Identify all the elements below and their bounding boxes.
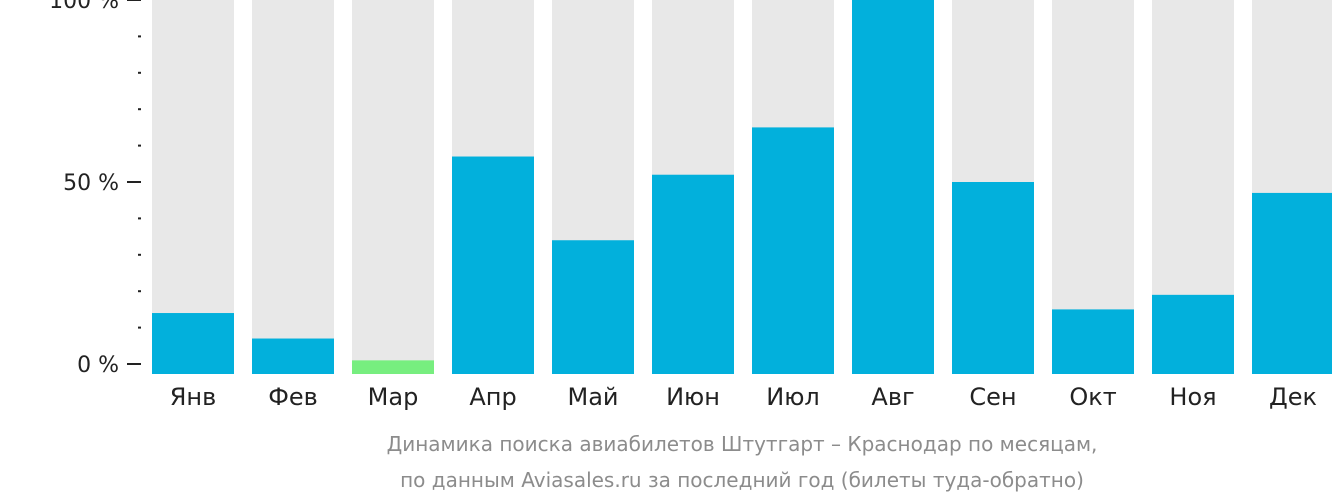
x-tick-label: Июл [766,383,820,411]
bar [1152,294,1234,374]
bar [752,127,834,375]
bar [1252,192,1332,374]
bar-track [152,0,234,374]
bar [352,360,434,374]
x-tick-label: Мар [368,383,419,411]
x-tick-label: Дек [1269,383,1317,411]
bar [252,338,334,374]
x-tick-label: Окт [1069,383,1116,411]
x-tick-label: Сен [969,383,1016,411]
bar [952,182,1034,374]
x-tick-label: Янв [170,383,217,411]
bar [1052,309,1134,374]
y-axis: 0 % 50 % 100 % [49,0,141,378]
x-tick-label: Авг [871,383,914,411]
x-tick-label: Фев [268,383,318,411]
bar-track [352,0,434,374]
x-tick-label: Ноя [1169,383,1216,411]
x-tick-label: Июн [666,383,720,411]
bar [452,156,534,374]
bars [152,0,1332,375]
x-tick-label: Май [567,383,618,411]
x-axis-labels: Янв Фев Мар Апр Май Июн Июл Авг Сен Окт Ноя Дек [170,383,1317,411]
bar [552,240,634,374]
y-tick-label: 0 % [77,353,119,378]
bar [152,313,234,374]
bar [652,174,734,374]
caption-line-2: по данным Aviasales.ru за последний год … [400,468,1084,492]
caption-line-1: Динамика поиска авиабилетов Штутгарт – К… [387,432,1098,456]
y-tick-label: 100 % [49,0,119,14]
y-tick-label: 50 % [63,171,119,196]
bar-track [252,0,334,374]
chart-caption: Динамика поиска авиабилетов Штутгарт – К… [387,432,1098,492]
bar [852,0,934,374]
x-tick-label: Апр [469,383,516,411]
